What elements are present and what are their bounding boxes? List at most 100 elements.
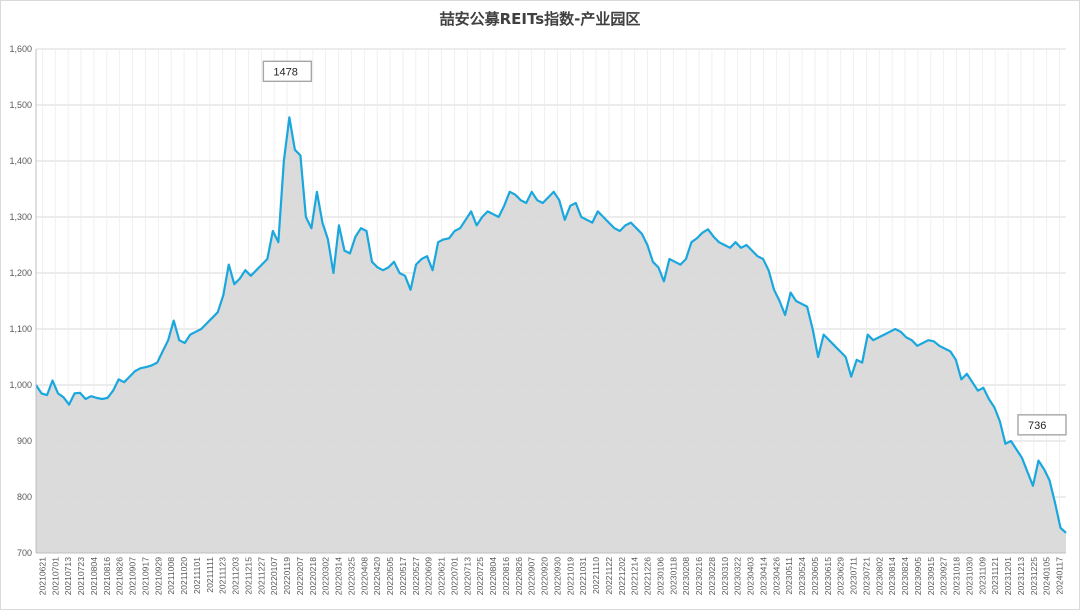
- axis-layer: [35, 49, 1066, 554]
- x-tick-label: 20211101: [192, 557, 202, 594]
- x-tick-label: 20230802: [874, 557, 884, 595]
- callout-box: [262, 60, 313, 83]
- x-tick-label: 20220119: [282, 557, 292, 595]
- x-tick-label: 20210917: [140, 557, 150, 595]
- x-tick-label: 20211111: [205, 557, 215, 593]
- x-tick-label: 20221110: [591, 557, 601, 594]
- x-tick-label: 20211020: [179, 557, 189, 595]
- x-tick-label: 20230824: [900, 557, 910, 595]
- x-tick-label: 20210713: [63, 557, 73, 595]
- y-tick-label: 800: [17, 492, 32, 502]
- x-tick-label: 20220517: [398, 557, 408, 595]
- x-tick-label: 20220907: [527, 557, 537, 595]
- x-tick-label: 20230721: [861, 557, 871, 595]
- y-tick-label: 1,300: [9, 212, 32, 222]
- x-tick-label: 20230208: [681, 557, 691, 595]
- x-tick-label: 20220804: [488, 557, 498, 595]
- x-tick-label: 20211008: [166, 557, 176, 595]
- y-tick-label: 1,400: [9, 156, 32, 166]
- x-tick-label: 20210621: [37, 557, 47, 595]
- x-tick-label: 20220920: [540, 557, 550, 595]
- x-tick-label: 20211227: [256, 557, 266, 595]
- x-tick-label: 20221202: [617, 557, 627, 595]
- x-tick-label: 20221214: [630, 557, 640, 595]
- x-tick-label: 20221031: [578, 557, 588, 595]
- x-tick-label: 20220314: [334, 557, 344, 595]
- value-callout: 1478: [262, 60, 313, 83]
- x-tick-label: 20230814: [887, 557, 897, 595]
- x-tick-label: 20230106: [655, 557, 665, 595]
- x-tick-label: 20220420: [372, 557, 382, 595]
- y-tick-label: 900: [17, 436, 32, 446]
- x-tick-label: 20220107: [269, 557, 279, 595]
- x-tick-label: 20220527: [411, 557, 421, 595]
- x-tick-label: 20220701: [449, 557, 459, 595]
- x-tick-label: 20230915: [926, 557, 936, 595]
- x-tick-label: 20230524: [797, 557, 807, 595]
- x-tick-label: 20231030: [964, 557, 974, 595]
- x-tick-label: 20210826: [115, 557, 125, 595]
- x-tick-label: 20231018: [952, 557, 962, 595]
- callout-box: [1017, 414, 1067, 436]
- y-tick-label: 1,200: [9, 268, 32, 278]
- x-tick-label: 20220325: [346, 557, 356, 595]
- area-fill: [36, 117, 1066, 553]
- x-tick-label: 20230228: [707, 557, 717, 595]
- x-tick-label: 20230216: [694, 557, 704, 595]
- x-tick-label: 20231213: [1016, 557, 1026, 595]
- x-tick-label: 20210816: [102, 557, 112, 595]
- x-tick-label: 20231225: [1029, 557, 1039, 595]
- callout-label: 1478: [273, 66, 297, 78]
- x-tick-label: 20220816: [501, 557, 511, 595]
- x-tick-label: 20220302: [321, 557, 331, 595]
- x-tick-label: 20221019: [565, 557, 575, 595]
- x-tick-label: 20220207: [295, 557, 305, 595]
- x-tick-label: 20220725: [475, 557, 485, 595]
- x-tick-label: 20220609: [424, 557, 434, 595]
- x-tick-label: 20210907: [128, 557, 138, 595]
- series-line: [35, 116, 1067, 534]
- x-tick-label: 20230629: [836, 557, 846, 595]
- x-tick-label: 20230605: [810, 557, 820, 595]
- x-tick-label: 20231109: [977, 557, 987, 595]
- x-tick-label: 20221226: [643, 557, 653, 595]
- x-tick-label: 20240117: [1055, 557, 1065, 595]
- x-tick-label: 20231201: [1003, 557, 1013, 595]
- x-tick-label: 20240105: [1042, 557, 1052, 595]
- x-tick-label: 20220826: [514, 557, 524, 595]
- callout-layer: 1478 736: [262, 60, 1067, 436]
- x-tick-label: 20220930: [552, 557, 562, 595]
- x-tick-label: 20230905: [913, 557, 923, 595]
- tick-label-layer: 700 800 900 1,000 1,100 1,200 1,300 1,400 1,500 1…: [9, 44, 1064, 595]
- y-tick-label: 1,600: [9, 44, 32, 54]
- x-tick-label: 20220408: [359, 557, 369, 595]
- x-tick-label: 20211215: [243, 557, 253, 595]
- chart-title: 喆安公募REITs指数-产业园区: [439, 10, 641, 28]
- value-callout: 736: [1017, 414, 1067, 436]
- x-tick-label: 20230118: [668, 557, 678, 595]
- x-tick-label: 20230615: [823, 557, 833, 595]
- x-tick-label: 20230403: [746, 557, 756, 595]
- y-tick-label: 1,100: [9, 324, 32, 334]
- callout-label: 736: [1028, 420, 1046, 432]
- y-tick-label: 1,500: [9, 100, 32, 110]
- y-tick-label: 700: [17, 548, 32, 558]
- x-tick-label: 20230711: [849, 557, 859, 595]
- x-tick-label: 20230414: [758, 557, 768, 595]
- x-tick-label: 20210701: [50, 557, 60, 595]
- x-tick-label: 20230426: [771, 557, 781, 595]
- x-tick-label: 20220713: [462, 557, 472, 595]
- x-tick-label: 20220218: [308, 557, 318, 595]
- x-tick-label: 20211123: [218, 557, 228, 594]
- x-tick-label: 20231121: [990, 557, 1000, 595]
- x-tick-label: 20230511: [784, 557, 794, 595]
- x-tick-label: 20220505: [385, 557, 395, 595]
- x-tick-label: 20210929: [153, 557, 163, 595]
- x-tick-label: 20230322: [733, 557, 743, 595]
- x-tick-label: 20210723: [76, 557, 86, 595]
- x-tick-label: 20230927: [939, 557, 949, 595]
- y-tick-label: 1,000: [9, 380, 32, 390]
- x-tick-label: 20211203: [231, 557, 241, 595]
- x-tick-label: 20210804: [89, 557, 99, 595]
